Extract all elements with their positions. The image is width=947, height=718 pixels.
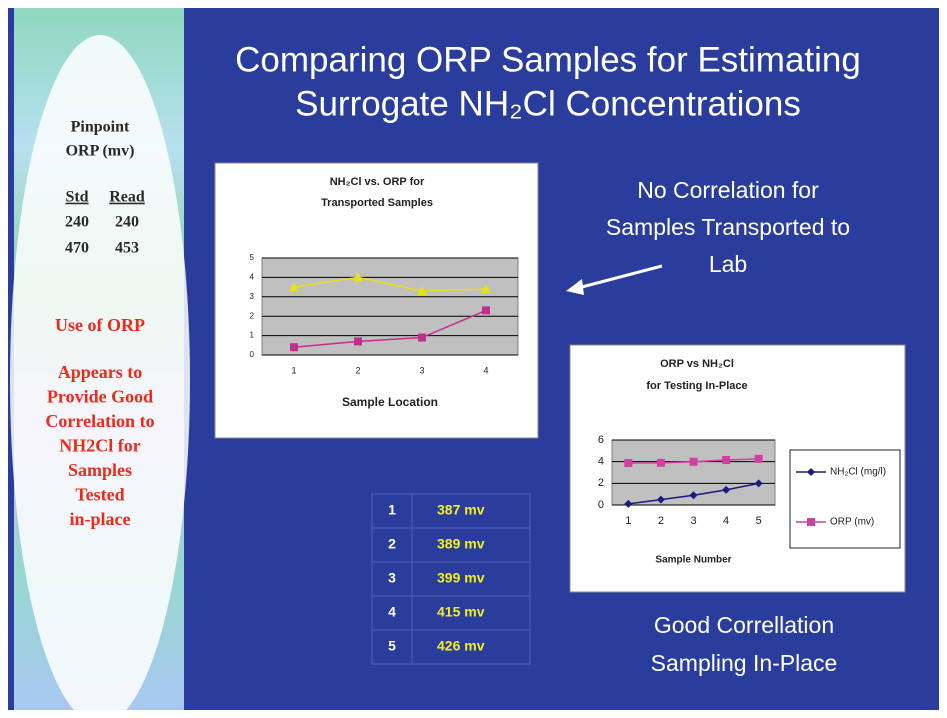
x-tick-label: 1	[625, 515, 631, 527]
y-tick-label: 4	[250, 273, 255, 282]
chart-title: for Testing In-Place	[646, 380, 747, 392]
point	[807, 518, 815, 526]
x-axis-title: Sample Location	[342, 395, 438, 409]
reading-value: 387 mv	[437, 502, 485, 518]
sidebar-column: Read	[109, 189, 145, 206]
sidebar-column: Std	[65, 189, 88, 206]
y-tick-label: 4	[598, 456, 604, 468]
sidebar-cell: 240	[115, 214, 139, 231]
annotation: No Correlation for	[637, 177, 819, 203]
sidebar-heading: Pinpoint	[71, 119, 130, 136]
y-tick-label: 3	[250, 292, 255, 301]
x-axis-title: Sample Number	[655, 555, 731, 566]
point	[722, 456, 730, 464]
reading-index: 2	[388, 536, 396, 552]
page: Comparing ORP Samples for Estimating Surr…	[0, 0, 947, 718]
sidebar-heading: ORP (mv)	[66, 143, 135, 160]
reading-value: 399 mv	[437, 570, 485, 586]
sidebar-note: Tested	[75, 485, 124, 505]
y-tick-label: 0	[250, 350, 255, 359]
legend-label: NH₂Cl (mg/l)	[830, 467, 886, 478]
y-tick-label: 2	[250, 311, 255, 320]
point	[418, 334, 426, 342]
y-tick-label: 2	[598, 477, 604, 489]
reading-index: 4	[388, 604, 396, 620]
point	[657, 459, 665, 467]
sidebar-note: in-place	[70, 509, 131, 529]
sidebar-note: NH2Cl for	[59, 436, 140, 456]
chart-title: Transported Samples	[321, 197, 433, 209]
reading-value: 426 mv	[437, 638, 485, 654]
legend-label: ORP (mv)	[830, 517, 874, 528]
y-tick-label: 6	[598, 434, 604, 446]
plot-area	[262, 258, 518, 355]
slide-title: Comparing ORP Samples for Estimating	[235, 40, 861, 79]
reading-index: 5	[388, 638, 396, 654]
x-tick-label: 3	[690, 515, 696, 527]
sidebar-cell: 470	[65, 240, 89, 257]
x-tick-label: 4	[723, 515, 729, 527]
point	[290, 343, 298, 351]
x-tick-label: 5	[756, 515, 762, 527]
chart-title: ORP vs NH₂Cl	[660, 358, 734, 370]
annotation: Samples Transported to	[606, 214, 850, 240]
point	[624, 459, 632, 467]
x-tick-label: 2	[355, 365, 360, 375]
sidebar-note: Samples	[68, 460, 132, 480]
legend	[790, 450, 900, 548]
sidebar-cell: 453	[115, 240, 139, 257]
slide-title: Surrogate NH₂Cl Concentrations	[295, 84, 801, 123]
sidebar-note: Appears to	[58, 362, 143, 382]
point	[354, 337, 362, 345]
x-tick-label: 2	[658, 515, 664, 527]
x-tick-label: 1	[291, 365, 296, 375]
x-tick-label: 4	[483, 365, 488, 375]
point	[482, 306, 490, 314]
x-tick-label: 3	[419, 365, 424, 375]
caption: Good Correllation	[654, 612, 834, 638]
reading-index: 3	[388, 570, 396, 586]
caption: Sampling In-Place	[651, 650, 838, 676]
reading-value: 389 mv	[437, 536, 485, 552]
annotation: Lab	[709, 251, 747, 277]
y-tick-label: 1	[250, 331, 255, 340]
sidebar-cell: 240	[65, 214, 89, 231]
y-tick-label: 0	[598, 499, 604, 511]
y-tick-label: 5	[250, 253, 255, 262]
sidebar-note: Provide Good	[47, 387, 153, 407]
slide: Comparing ORP Samples for Estimating Surr…	[0, 0, 947, 718]
point	[755, 455, 763, 463]
sidebar-note: Correlation to	[45, 411, 154, 431]
sidebar-note: Use of ORP	[55, 315, 145, 335]
reading-index: 1	[388, 502, 396, 518]
reading-value: 415 mv	[437, 604, 485, 620]
chart-title: NH₂Cl vs. ORP for	[330, 176, 425, 188]
point	[690, 458, 698, 466]
